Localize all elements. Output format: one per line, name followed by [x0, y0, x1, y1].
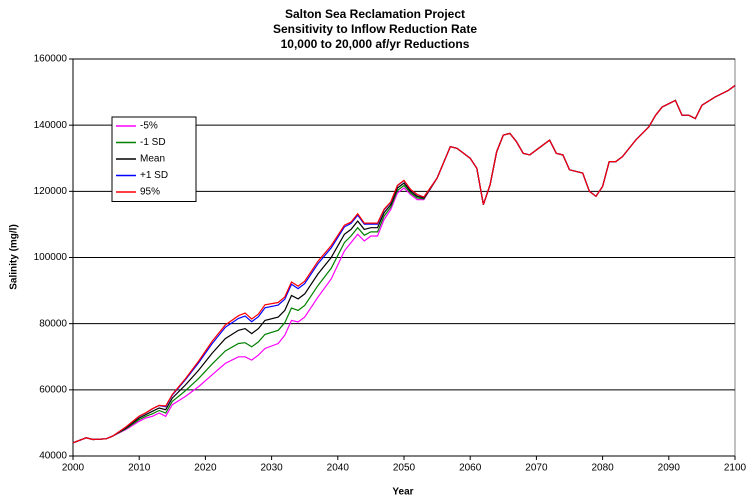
- x-tick-label: 2030: [260, 463, 283, 474]
- legend-label: 95%: [140, 187, 160, 198]
- y-tick-label: 80000: [39, 318, 67, 329]
- x-tick-label: 2090: [658, 463, 681, 474]
- x-tick-label: 2080: [591, 463, 614, 474]
- legend-label: -5%: [140, 121, 158, 132]
- series-line: [72, 85, 736, 444]
- legend-label: +1 SD: [140, 170, 168, 181]
- y-tick-label: 140000: [34, 120, 68, 131]
- chart-title: Salton Sea Reclamation Project: [285, 7, 465, 21]
- legend-label: -1 SD: [140, 137, 166, 148]
- x-tick-label: 2000: [62, 463, 85, 474]
- x-tick-label: 2050: [393, 463, 416, 474]
- y-tick-label: 120000: [34, 186, 68, 197]
- y-tick-label: 100000: [34, 252, 68, 263]
- x-tick-label: 2020: [194, 463, 217, 474]
- x-tick-label: 2070: [525, 463, 548, 474]
- x-tick-label: 2040: [327, 463, 350, 474]
- legend-label: Mean: [140, 154, 165, 165]
- y-tick-label: 60000: [39, 384, 67, 395]
- y-tick-label: 160000: [34, 54, 68, 65]
- chart-title: 10,000 to 20,000 af/yr Reductions: [281, 37, 470, 51]
- y-tick-label: 40000: [39, 451, 67, 462]
- chart-title: Sensitivity to Inflow Reduction Rate: [273, 22, 477, 36]
- x-tick-label: 2060: [459, 463, 482, 474]
- x-tick-label: 2100: [724, 463, 747, 474]
- x-tick-label: 2010: [128, 463, 151, 474]
- x-axis-label: Year: [392, 487, 413, 498]
- y-axis-label: Salinity (mg/l): [9, 224, 20, 290]
